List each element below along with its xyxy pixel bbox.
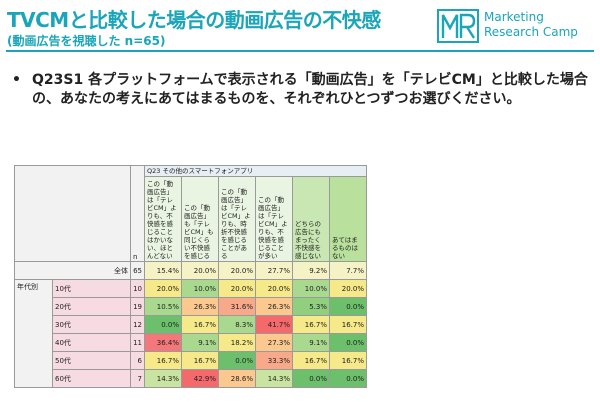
bullet-icon: •: [12, 72, 21, 88]
row-n: 19: [130, 297, 145, 316]
data-cell: 27.3%: [255, 333, 293, 352]
row-label: 30代: [52, 315, 131, 334]
mr-logo-icon: [437, 9, 479, 43]
data-cell: 5.3%: [292, 297, 330, 316]
page-title: TVCMと比較した場合の動画広告の不快感: [7, 8, 381, 32]
data-cell: 14.3%: [255, 369, 293, 388]
header-divider: [6, 50, 594, 52]
data-cell: 36.4%: [144, 333, 182, 352]
question-text: Q23S1 各プラットフォームで表示される「動画広告」を「テレビCM」と比較した…: [32, 72, 588, 107]
data-cell: 0.0%: [329, 333, 367, 352]
page-subtitle: (動画広告を視聴した n=65): [7, 34, 166, 48]
data-cell: 8.3%: [218, 315, 256, 334]
data-cell: 16.7%: [329, 351, 367, 370]
data-cell: 10.0%: [181, 279, 219, 298]
data-cell: 41.7%: [255, 315, 293, 334]
row-label: 50代: [52, 351, 131, 370]
row-label: 40代: [52, 333, 131, 352]
row-n: 11: [130, 333, 145, 352]
data-cell: 0.0%: [329, 297, 367, 316]
logo-line-1: Marketing: [484, 10, 544, 24]
column-header: あてはまるものはない: [329, 176, 367, 262]
row-n: 6: [130, 351, 145, 370]
data-cell: 0.0%: [329, 369, 367, 388]
data-cell: 18.2%: [218, 333, 256, 352]
data-cell: 20.0%: [181, 261, 219, 280]
data-cell: 7.7%: [329, 261, 367, 280]
data-cell: 20.0%: [144, 279, 182, 298]
data-cell: 9.1%: [292, 333, 330, 352]
data-cell: 16.7%: [181, 351, 219, 370]
data-cell: 42.9%: [181, 369, 219, 388]
row-n: 10: [130, 279, 145, 298]
data-cell: 9.1%: [181, 333, 219, 352]
data-cell: 20.0%: [329, 279, 367, 298]
table-row: 50代 6 16.7% 16.7% 0.0% 33.3% 16.7% 16.7%: [15, 351, 367, 370]
data-cell: 15.4%: [144, 261, 182, 280]
data-cell: 16.7%: [144, 351, 182, 370]
row-label: 60代: [52, 369, 131, 388]
table-row: 60代 7 14.3% 42.9% 28.6% 14.3% 0.0% 0.0%: [15, 369, 367, 388]
data-cell: 16.7%: [329, 315, 367, 334]
data-cell: 33.3%: [255, 351, 293, 370]
data-cell: 27.7%: [255, 261, 293, 280]
row-n: 12: [130, 315, 145, 334]
data-cell: 10.5%: [144, 297, 182, 316]
column-header: この「動画広告」は「テレビCM」よりも、不快感を感じることはかいない、ほとんどな…: [144, 176, 182, 262]
data-cell: 0.0%: [144, 315, 182, 334]
question-label: Q23 その他のスマートフォンアプリ: [144, 165, 367, 177]
question-block: • Q23S1 各プラットフォームで表示される「動画広告」を「テレビCM」と比較…: [12, 71, 592, 109]
crosstab-table: n Q23 その他のスマートフォンアプリ この「動画広告」は「テレビCM」よりも…: [14, 165, 367, 388]
row-n: 7: [130, 369, 145, 388]
column-header: この「動画広告」は「テレビCM」よりも、不快感を感じることが多い: [255, 176, 293, 262]
data-cell: 20.0%: [255, 279, 293, 298]
data-cell: 28.6%: [218, 369, 256, 388]
data-cell: 16.7%: [292, 315, 330, 334]
column-header: この「動画広告」は「テレビCM」よりも、時折不快感を感じることがある: [218, 176, 256, 262]
logo-line-2: Research Camp: [484, 25, 578, 39]
group-label: 年代別: [14, 279, 53, 388]
data-cell: 31.6%: [218, 297, 256, 316]
data-cell: 20.0%: [218, 279, 256, 298]
data-cell: 20.0%: [218, 261, 256, 280]
brand-logo: Marketing Research Camp: [436, 8, 596, 46]
table-corner: [14, 165, 131, 262]
table-row: 全体 65 15.4% 20.0% 20.0% 27.7% 9.2% 7.7%: [14, 261, 367, 280]
table-row: 年代別 10代 10 20.0% 10.0% 20.0% 20.0% 10.0%…: [14, 279, 367, 388]
row-label: 10代: [52, 279, 131, 298]
data-cell: 0.0%: [218, 351, 256, 370]
table-row: 20代 19 10.5% 26.3% 31.6% 26.3% 5.3% 0.0%: [15, 297, 367, 316]
data-cell: 0.0%: [292, 369, 330, 388]
table-row: 30代 12 0.0% 16.7% 8.3% 41.7% 16.7% 16.7%: [15, 315, 367, 334]
row-label: 20代: [52, 297, 131, 316]
data-cell: 9.2%: [292, 261, 330, 280]
data-cell: 16.7%: [181, 315, 219, 334]
column-header: どちらの広告にもまったく不快感を感じない: [292, 176, 330, 262]
data-cell: 14.3%: [144, 369, 182, 388]
data-cell: 26.3%: [181, 297, 219, 316]
column-header: この「動画広告」も「テレビCM」も同じくらい不快感を感じる: [181, 176, 219, 262]
data-cell: 16.7%: [292, 351, 330, 370]
row-n: 65: [130, 261, 145, 280]
data-cell: 26.3%: [255, 297, 293, 316]
data-cell: 10.0%: [292, 279, 330, 298]
table-row: 40代 11 36.4% 9.1% 18.2% 27.3% 9.1% 0.0%: [15, 333, 367, 352]
row-label: 全体: [14, 261, 131, 280]
logo-wordmark: Marketing Research Camp: [484, 10, 578, 40]
n-header: n: [130, 165, 145, 262]
